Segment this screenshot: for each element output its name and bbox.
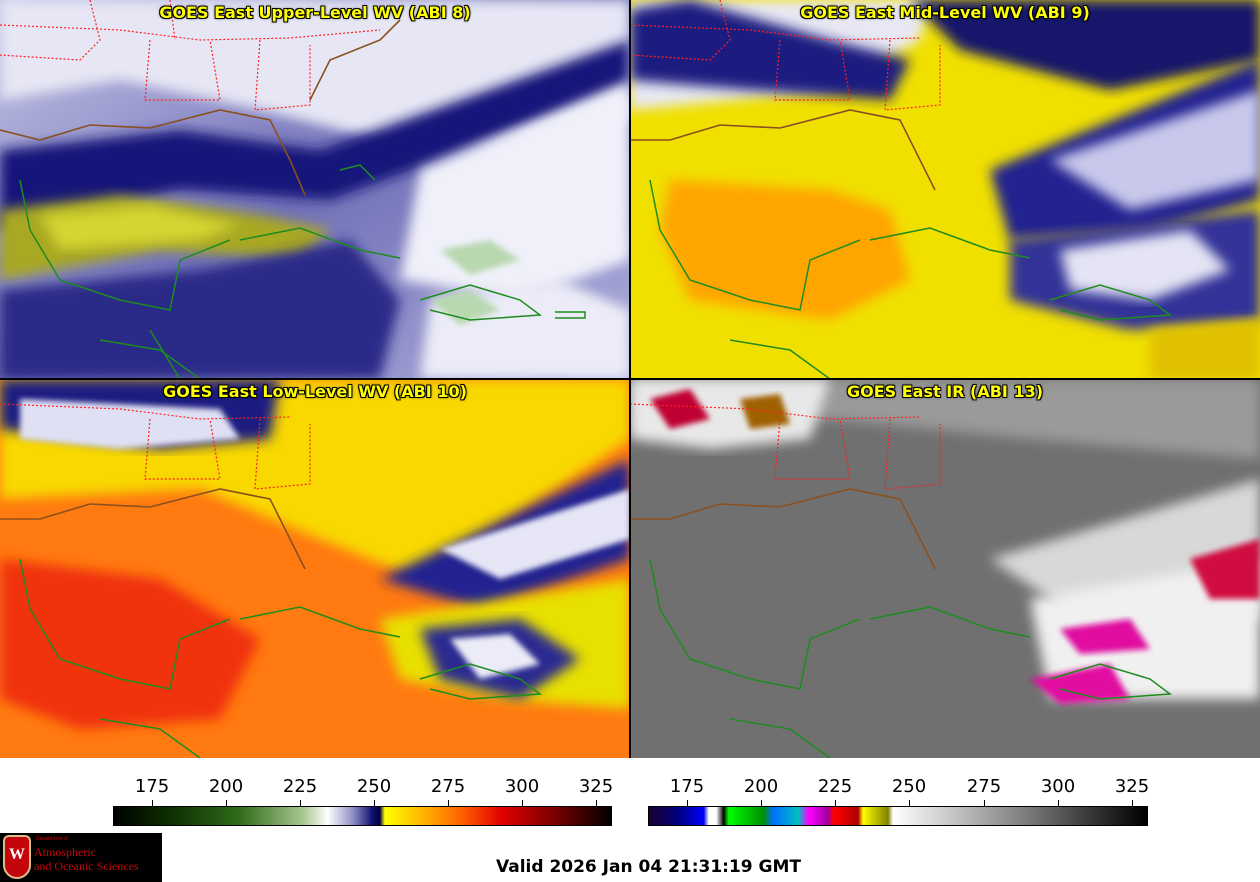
ir-tick-label: 250 xyxy=(891,776,927,797)
ir-tick-label: 300 xyxy=(1040,776,1076,797)
wv-tick xyxy=(300,800,301,806)
ir-tick-label: 275 xyxy=(966,776,1002,797)
wv-tick-label: 250 xyxy=(356,776,392,797)
wv-tick-label: 300 xyxy=(504,776,540,797)
ir-tick xyxy=(835,800,836,806)
ir-panel: GOES East IR (ABI 13) xyxy=(630,379,1260,758)
ir-tick-label: 175 xyxy=(669,776,705,797)
wv-tick xyxy=(152,800,153,806)
water-vapor-colorbar xyxy=(113,806,612,826)
logo-line-1: Atmospheric xyxy=(34,845,96,859)
wv-tick-label: 275 xyxy=(430,776,466,797)
mid-level-wv-image xyxy=(630,0,1260,379)
ir-tick xyxy=(687,800,688,806)
aos-logo: W Department of Atmospheric and Oceanic … xyxy=(0,833,162,882)
mid-level-wv-panel: GOES East Mid-Level WV (ABI 9) xyxy=(630,0,1260,379)
logo-department: Department of xyxy=(36,836,68,842)
ir-tick-label: 325 xyxy=(1114,776,1150,797)
ir-tick-label: 225 xyxy=(817,776,853,797)
ir-image xyxy=(630,379,1260,758)
ir-tick-label: 200 xyxy=(743,776,779,797)
logo-line-2: and Oceanic Sciences xyxy=(34,859,139,873)
wv-tick-label: 175 xyxy=(134,776,170,797)
infrared-colorbar xyxy=(648,806,1148,826)
upper-level-wv-panel: GOES East Upper-Level WV (ABI 8) xyxy=(0,0,630,379)
wv-tick xyxy=(374,800,375,806)
ir-tick xyxy=(909,800,910,806)
wv-tick-label: 325 xyxy=(578,776,614,797)
valid-time: Valid 2026 Jan 04 21:31:19 GMT xyxy=(496,857,802,877)
ir-tick xyxy=(761,800,762,806)
ir-tick xyxy=(1058,800,1059,806)
low-level-wv-image xyxy=(0,379,630,758)
upper-level-wv-image xyxy=(0,0,630,379)
uw-shield-icon: W xyxy=(3,835,31,879)
ir-tick xyxy=(1132,800,1133,806)
wv-tick-label: 200 xyxy=(208,776,244,797)
wv-tick xyxy=(448,800,449,806)
wv-tick-label: 225 xyxy=(282,776,318,797)
wv-tick xyxy=(226,800,227,806)
wv-tick xyxy=(522,800,523,806)
wv-tick xyxy=(596,800,597,806)
panel-divider-horizontal xyxy=(0,378,1260,380)
ir-tick xyxy=(984,800,985,806)
low-level-wv-panel: GOES East Low-Level WV (ABI 10) xyxy=(0,379,630,758)
